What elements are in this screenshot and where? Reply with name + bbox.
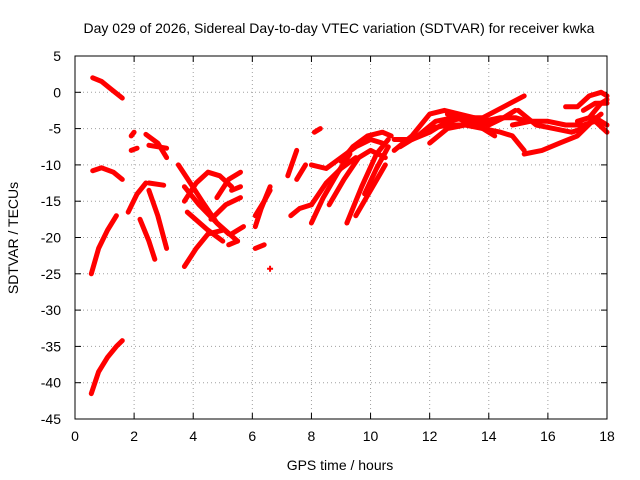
data-series <box>88 75 610 397</box>
series-trace-s21 <box>226 238 241 248</box>
y-tick-label: -20 <box>41 230 61 246</box>
series-trace-s46 <box>521 111 604 157</box>
series-trace-s6 <box>128 129 137 139</box>
x-tick-label: 10 <box>363 428 379 444</box>
series-trace-s16 <box>181 227 226 269</box>
x-tick-label: 12 <box>422 428 438 444</box>
y-axis-label: SDTVAR / TECUs <box>5 182 21 294</box>
series-trace-s32 <box>311 126 323 135</box>
series-trace-s28 <box>294 162 308 182</box>
series-trace-s17 <box>184 209 226 244</box>
series-trace-s30 <box>308 155 359 208</box>
y-tick-label: -45 <box>41 411 61 427</box>
x-tick-label: 6 <box>248 428 256 444</box>
y-tick-label: -30 <box>41 302 61 318</box>
series-trace-s24 <box>252 187 273 219</box>
series-trace-s43 <box>444 111 498 139</box>
series-trace-s27 <box>288 202 314 219</box>
y-tick-label: -15 <box>41 193 61 209</box>
series-trace-s3 <box>88 213 119 277</box>
series-trace-s36 <box>353 162 388 219</box>
chart-title: Day 029 of 2026, Sidereal Day-to-day VTE… <box>84 20 595 36</box>
series-trace-s22 <box>229 184 243 193</box>
series-trace-s29 <box>308 151 353 226</box>
series-trace-s11 <box>146 187 170 251</box>
series-trace-s10 <box>137 216 158 262</box>
series-trace-s9 <box>146 142 170 151</box>
y-tick-labels: 5 0 -5 -10 -15 -20 -25 -30 -35 -40 -45 <box>41 48 61 427</box>
x-tick-label: 8 <box>308 428 316 444</box>
y-tick-label: 0 <box>53 84 61 100</box>
y-tick-label: -35 <box>41 338 61 354</box>
x-tick-label: 18 <box>599 428 615 444</box>
series-trace-s25 <box>252 242 267 251</box>
series-trace-s47 <box>563 89 610 110</box>
series-trace-s12 <box>146 180 167 188</box>
series-trace-s26 <box>285 147 300 179</box>
x-tick-labels: 0 2 4 6 8 10 12 14 16 18 <box>71 428 615 444</box>
x-axis-label: GPS time / hours <box>287 457 394 473</box>
series-trace-s15 <box>181 184 241 244</box>
series-trace-s5 <box>125 180 149 215</box>
series-trace-s2 <box>90 165 125 182</box>
series-trace-s7 <box>128 145 140 153</box>
plot-frame <box>74 55 608 420</box>
x-tick-label: 16 <box>540 428 556 444</box>
series-trace-s49 <box>580 100 610 113</box>
x-tick-label: 2 <box>130 428 138 444</box>
series-trace-s20 <box>229 224 246 237</box>
x-tick-label: 4 <box>189 428 197 444</box>
x-tick-label: 0 <box>71 428 79 444</box>
series-trace-s34 <box>338 129 394 164</box>
y-tick-label: 5 <box>53 48 61 64</box>
series-trace-s1 <box>90 75 125 101</box>
series-trace-s4 <box>88 338 125 397</box>
series-trace-s19 <box>214 169 243 201</box>
y-tick-label: -40 <box>41 375 61 391</box>
y-tick-label: -25 <box>41 266 61 282</box>
series-trace-s18 <box>208 195 243 222</box>
data-point <box>267 265 274 272</box>
series-trace-s35 <box>344 137 391 226</box>
x-tick-label: 14 <box>481 428 497 444</box>
series-trace-s37 <box>362 144 391 197</box>
y-tick-label: -10 <box>41 157 61 173</box>
series-trace-s14 <box>181 169 235 204</box>
series-trace-s8 <box>143 131 170 161</box>
y-tick-label: -5 <box>49 121 62 137</box>
